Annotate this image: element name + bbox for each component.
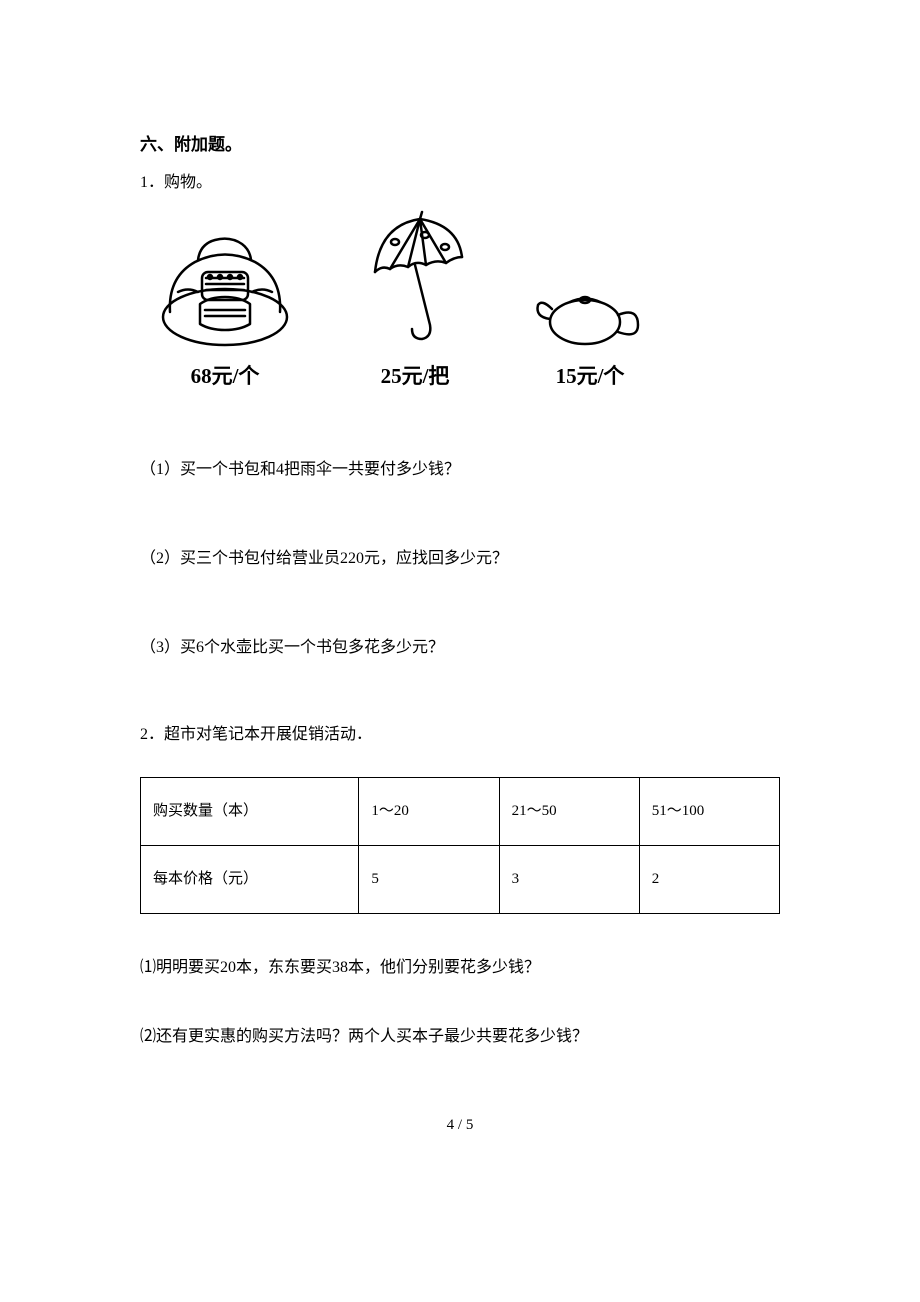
question-2-number: 2．超市对笔记本开展促销活动． [140, 721, 780, 750]
table-row: 购买数量（本） 1～20 21～50 51～100 [141, 778, 780, 846]
q2-sub-1: ⑴明明要买20本，东东要买38本，他们分别要花多少钱？ [140, 954, 780, 983]
item-umbrella: 25元/把 [350, 217, 480, 396]
table-cell: 3 [499, 846, 639, 914]
promotion-table: 购买数量（本） 1～20 21～50 51～100 每本价格（元） 5 3 2 [140, 777, 780, 914]
umbrella-price: 25元/把 [381, 358, 450, 396]
table-header-price: 每本价格（元） [141, 846, 359, 914]
umbrella-icon [350, 217, 480, 352]
table-cell: 21～50 [499, 778, 639, 846]
q1-sub-2: （2）买三个书包付给营业员220元，应找回多少元？ [140, 545, 780, 574]
table-cell: 51～100 [639, 778, 779, 846]
q1-sub-3: （3）买6个水壶比买一个书包多花多少元？ [140, 634, 780, 663]
page-number: 4 / 5 [140, 1112, 780, 1139]
backpack-icon [150, 217, 300, 352]
question-1-number: 1．购物。 [140, 169, 780, 198]
teapot-icon [530, 217, 650, 352]
table-header-quantity: 购买数量（本） [141, 778, 359, 846]
backpack-price: 68元/个 [191, 358, 260, 396]
table-cell: 1～20 [359, 778, 499, 846]
q1-sub-1: （1）买一个书包和4把雨伞一共要付多少钱？ [140, 456, 780, 485]
section-title: 六、附加题。 [140, 130, 780, 161]
item-backpack: 68元/个 [150, 217, 300, 396]
item-teapot: 15元/个 [530, 217, 650, 396]
table-row: 每本价格（元） 5 3 2 [141, 846, 780, 914]
shopping-items-row: 68元/个 25元/把 [140, 217, 780, 396]
table-cell: 5 [359, 846, 499, 914]
q2-sub-2: ⑵还有更实惠的购买方法吗？两个人买本子最少共要花多少钱？ [140, 1023, 780, 1052]
table-cell: 2 [639, 846, 779, 914]
teapot-price: 15元/个 [556, 358, 625, 396]
